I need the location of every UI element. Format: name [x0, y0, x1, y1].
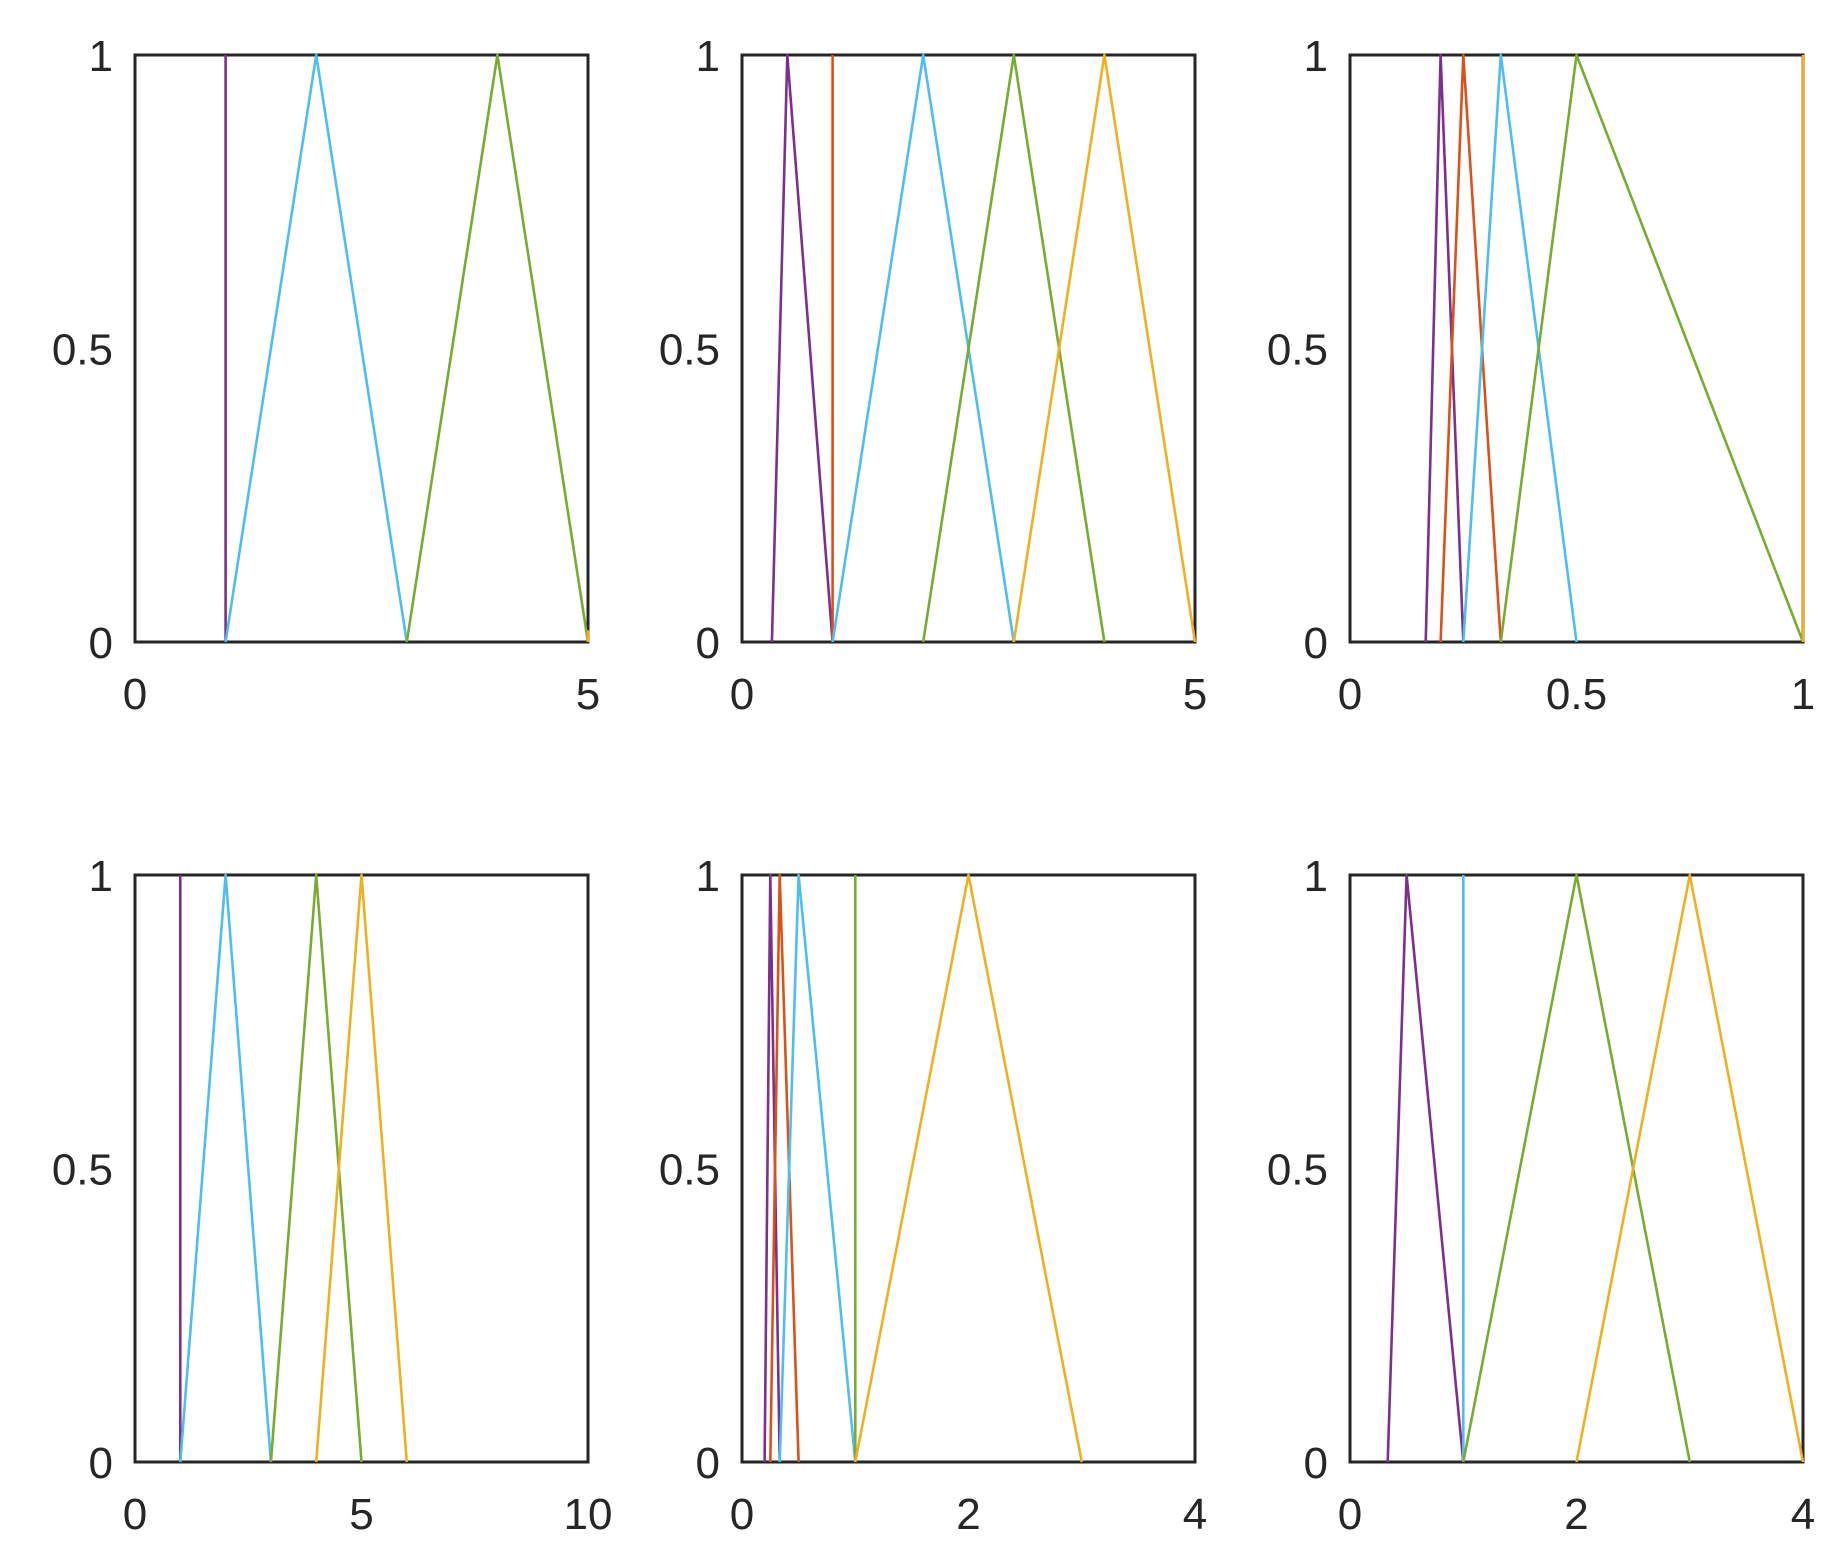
y-tick-label: 0 [1304, 619, 1328, 668]
y-tick-label: 1 [696, 32, 720, 81]
x-tick-label: 0 [730, 1490, 754, 1539]
series-line-3 [1462, 873, 1692, 1463]
series-line-2 [769, 873, 800, 1463]
y-tick-label: 0 [696, 619, 720, 668]
axes-box [1348, 53, 1805, 644]
subplot-2: 0 5 0 0.5 1 [659, 32, 1207, 719]
series-line-3 [269, 873, 363, 1463]
x-tick-label: 4 [1791, 1490, 1815, 1539]
x-tick-label: 0.5 [1546, 670, 1607, 719]
y-tick-label: 1 [696, 852, 720, 901]
y-tick-label: 1 [89, 852, 113, 901]
y-tick-label: 0.5 [659, 1146, 720, 1195]
series-line-2 [179, 873, 273, 1463]
y-tick-label: 0.5 [52, 1146, 113, 1195]
y-tick-label: 0 [696, 1439, 720, 1488]
x-tick-label: 0 [730, 670, 754, 719]
y-tick-label: 0 [89, 1439, 113, 1488]
x-tick-label: 2 [1564, 1490, 1588, 1539]
x-tick-label: 1 [1791, 670, 1815, 719]
series-line-2 [1439, 53, 1503, 643]
series-line-5 [1012, 53, 1197, 643]
y-tick-label: 0 [1304, 1439, 1328, 1488]
axes-box [133, 873, 590, 1464]
y-tick-label: 0 [89, 619, 113, 668]
series-line-3 [405, 53, 590, 643]
y-tick-label: 0.5 [52, 326, 113, 375]
x-tick-label: 2 [956, 1490, 980, 1539]
y-tick-label: 0.5 [1267, 1146, 1328, 1195]
series-line-1 [1386, 873, 1465, 1463]
subplot-5: 0 2 4 0 0.5 1 [659, 852, 1207, 1539]
series-line-2 [224, 53, 409, 643]
series-line-3 [1462, 53, 1578, 643]
series-line-1 [763, 873, 781, 1463]
subplot-1: 0 5 0 0.5 1 [52, 32, 600, 719]
subplot-3: 0 0.5 1 0 0.5 1 [1267, 32, 1815, 719]
x-tick-label: 10 [564, 1490, 613, 1539]
x-tick-label: 0 [123, 1490, 147, 1539]
x-tick-label: 5 [576, 670, 600, 719]
series-line-1 [1424, 53, 1465, 643]
axes-box [1348, 873, 1805, 1464]
y-tick-label: 0.5 [1267, 326, 1328, 375]
axes-box [740, 873, 1197, 1464]
series-line-4 [1499, 53, 1805, 643]
x-tick-label: 4 [1183, 1490, 1207, 1539]
series-line-3 [831, 53, 1016, 643]
x-tick-label: 5 [349, 1490, 373, 1539]
y-tick-label: 1 [1304, 32, 1328, 81]
x-tick-label: 5 [1183, 670, 1207, 719]
subplot-4: 0 5 10 0 0.5 1 [52, 852, 613, 1539]
x-tick-label: 0 [123, 670, 147, 719]
x-tick-label: 0 [1338, 670, 1362, 719]
series-line-4 [314, 873, 409, 1463]
y-tick-label: 1 [89, 32, 113, 81]
series-line-5 [854, 873, 1084, 1463]
series-line-1 [770, 53, 834, 643]
y-tick-label: 1 [1304, 852, 1328, 901]
subplot-6: 0 2 4 0 0.5 1 [1267, 852, 1815, 1539]
x-tick-label: 0 [1338, 1490, 1362, 1539]
series-line-3 [778, 873, 857, 1463]
series-line-4 [921, 53, 1106, 643]
series-line-4 [1575, 873, 1805, 1463]
y-tick-label: 0.5 [659, 326, 720, 375]
